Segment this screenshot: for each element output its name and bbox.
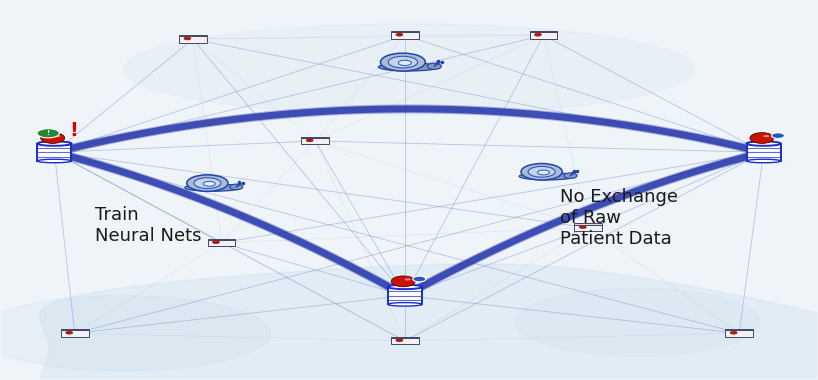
Ellipse shape bbox=[413, 276, 426, 282]
Ellipse shape bbox=[37, 129, 60, 138]
FancyBboxPatch shape bbox=[38, 144, 71, 161]
Ellipse shape bbox=[389, 56, 417, 68]
Ellipse shape bbox=[771, 133, 784, 138]
FancyBboxPatch shape bbox=[208, 240, 236, 246]
Ellipse shape bbox=[398, 60, 411, 65]
Ellipse shape bbox=[579, 226, 587, 228]
Ellipse shape bbox=[388, 302, 422, 306]
Ellipse shape bbox=[213, 241, 219, 244]
FancyBboxPatch shape bbox=[726, 329, 753, 331]
Ellipse shape bbox=[405, 279, 411, 280]
Ellipse shape bbox=[564, 173, 577, 178]
Ellipse shape bbox=[763, 135, 770, 137]
FancyBboxPatch shape bbox=[208, 239, 236, 240]
FancyBboxPatch shape bbox=[61, 329, 88, 331]
Ellipse shape bbox=[203, 181, 215, 186]
FancyBboxPatch shape bbox=[179, 36, 207, 43]
Ellipse shape bbox=[747, 141, 780, 146]
Ellipse shape bbox=[396, 33, 402, 36]
Ellipse shape bbox=[519, 173, 575, 180]
Ellipse shape bbox=[38, 159, 71, 163]
FancyBboxPatch shape bbox=[726, 331, 753, 337]
FancyBboxPatch shape bbox=[301, 137, 329, 138]
Polygon shape bbox=[40, 264, 818, 380]
Ellipse shape bbox=[41, 133, 65, 143]
Ellipse shape bbox=[528, 166, 555, 177]
Text: Train
Neural Nets: Train Neural Nets bbox=[95, 206, 202, 245]
Ellipse shape bbox=[388, 285, 422, 289]
FancyBboxPatch shape bbox=[574, 225, 602, 231]
Polygon shape bbox=[515, 288, 760, 356]
Ellipse shape bbox=[730, 331, 737, 334]
Text: !: ! bbox=[69, 121, 78, 140]
Ellipse shape bbox=[38, 141, 71, 146]
Ellipse shape bbox=[537, 170, 550, 175]
FancyBboxPatch shape bbox=[529, 31, 557, 32]
Text: !: ! bbox=[47, 130, 50, 136]
FancyBboxPatch shape bbox=[391, 337, 419, 338]
Ellipse shape bbox=[194, 178, 221, 188]
Ellipse shape bbox=[187, 175, 228, 192]
Ellipse shape bbox=[750, 133, 774, 143]
Ellipse shape bbox=[379, 63, 439, 71]
Ellipse shape bbox=[521, 163, 562, 180]
Ellipse shape bbox=[391, 276, 416, 287]
FancyBboxPatch shape bbox=[61, 331, 88, 337]
FancyBboxPatch shape bbox=[529, 32, 557, 39]
Ellipse shape bbox=[184, 37, 191, 40]
Ellipse shape bbox=[396, 339, 402, 342]
Text: No Exchange
of Raw
Patient Data: No Exchange of Raw Patient Data bbox=[560, 188, 678, 248]
Polygon shape bbox=[124, 24, 694, 114]
FancyBboxPatch shape bbox=[574, 223, 602, 225]
Ellipse shape bbox=[380, 53, 425, 71]
Ellipse shape bbox=[230, 184, 243, 190]
FancyBboxPatch shape bbox=[388, 287, 422, 304]
FancyBboxPatch shape bbox=[391, 338, 419, 344]
FancyBboxPatch shape bbox=[301, 138, 329, 144]
Ellipse shape bbox=[534, 33, 542, 36]
FancyBboxPatch shape bbox=[179, 35, 207, 36]
Ellipse shape bbox=[54, 135, 61, 137]
FancyBboxPatch shape bbox=[391, 32, 419, 39]
Ellipse shape bbox=[747, 159, 780, 163]
FancyBboxPatch shape bbox=[391, 31, 419, 32]
Ellipse shape bbox=[306, 139, 313, 142]
Ellipse shape bbox=[427, 63, 442, 69]
FancyBboxPatch shape bbox=[747, 144, 780, 161]
Polygon shape bbox=[0, 296, 271, 371]
Ellipse shape bbox=[65, 331, 73, 334]
Ellipse shape bbox=[185, 184, 241, 191]
